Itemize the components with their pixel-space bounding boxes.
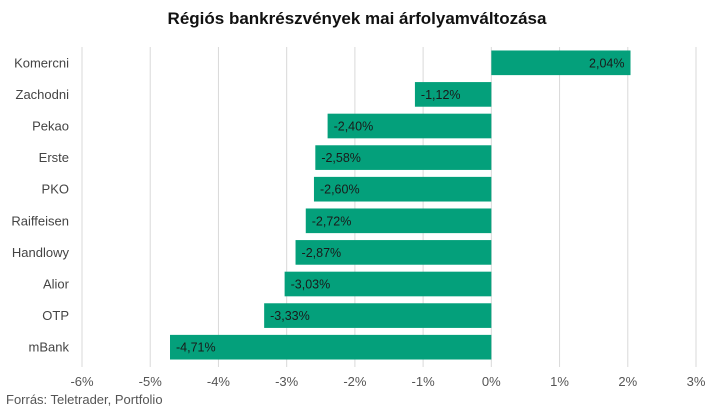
category-label: mBank	[29, 340, 70, 355]
x-tick-label: -2%	[343, 374, 367, 389]
category-label: PKO	[42, 182, 69, 197]
bar-pko	[313, 176, 492, 202]
bar-otp	[264, 303, 492, 328]
source-note: Forrás: Teletrader, Portfolio	[6, 392, 163, 407]
bar-raiffeisen	[305, 208, 492, 234]
x-tick-label: -1%	[412, 374, 436, 389]
bar-komercni	[491, 50, 631, 76]
bar-mbank	[170, 334, 492, 360]
category-label: Alior	[43, 277, 70, 292]
category-label: Erste	[39, 150, 69, 165]
category-label: Handlowy	[12, 245, 70, 260]
x-tick-label: 2%	[618, 374, 637, 389]
bar-handlowy	[295, 240, 492, 265]
data-label: -2,58%	[321, 151, 361, 165]
x-tick-label: 0%	[482, 374, 501, 389]
category-label: Komercni	[14, 55, 69, 70]
data-label: -2,72%	[312, 214, 352, 228]
bars: 2,04% -1,12% -2,40% -2,58% -2,60% -2,72% -2,87…	[170, 50, 631, 360]
data-label: -3,33%	[270, 309, 310, 323]
x-tick-label: 3%	[687, 374, 706, 389]
category-label: Pekao	[32, 119, 69, 134]
x-tick-label: -5%	[139, 374, 163, 389]
x-tick-label: -6%	[70, 374, 94, 389]
category-labels: Komercni Zachodni Pekao Erste PKO Raiffeisen H…	[11, 55, 69, 354]
bar-alior	[284, 271, 492, 297]
data-label: -4,71%	[176, 341, 216, 355]
x-axis-ticks: -6% -5% -4% -3% -2% -1% 0% 1% 2% 3%	[70, 374, 705, 389]
data-label: -3,03%	[291, 278, 331, 292]
data-label: -2,60%	[320, 183, 360, 197]
bar-erste	[315, 145, 492, 170]
bar-zachodni	[414, 82, 492, 107]
category-label: Raiffeisen	[11, 213, 69, 228]
category-label: Zachodni	[16, 87, 70, 102]
chart-title: Régiós bankrészvények mai árfolyamváltoz…	[168, 9, 547, 28]
x-tick-label: -3%	[275, 374, 299, 389]
data-label: -1,12%	[421, 88, 461, 102]
x-tick-label: -4%	[207, 374, 231, 389]
data-label: 2,04%	[589, 56, 624, 70]
x-tick-label: 1%	[550, 374, 569, 389]
category-label: OTP	[42, 308, 69, 323]
data-label: -2,40%	[334, 120, 374, 134]
bar-pekao	[327, 113, 492, 139]
data-label: -2,87%	[302, 246, 342, 260]
